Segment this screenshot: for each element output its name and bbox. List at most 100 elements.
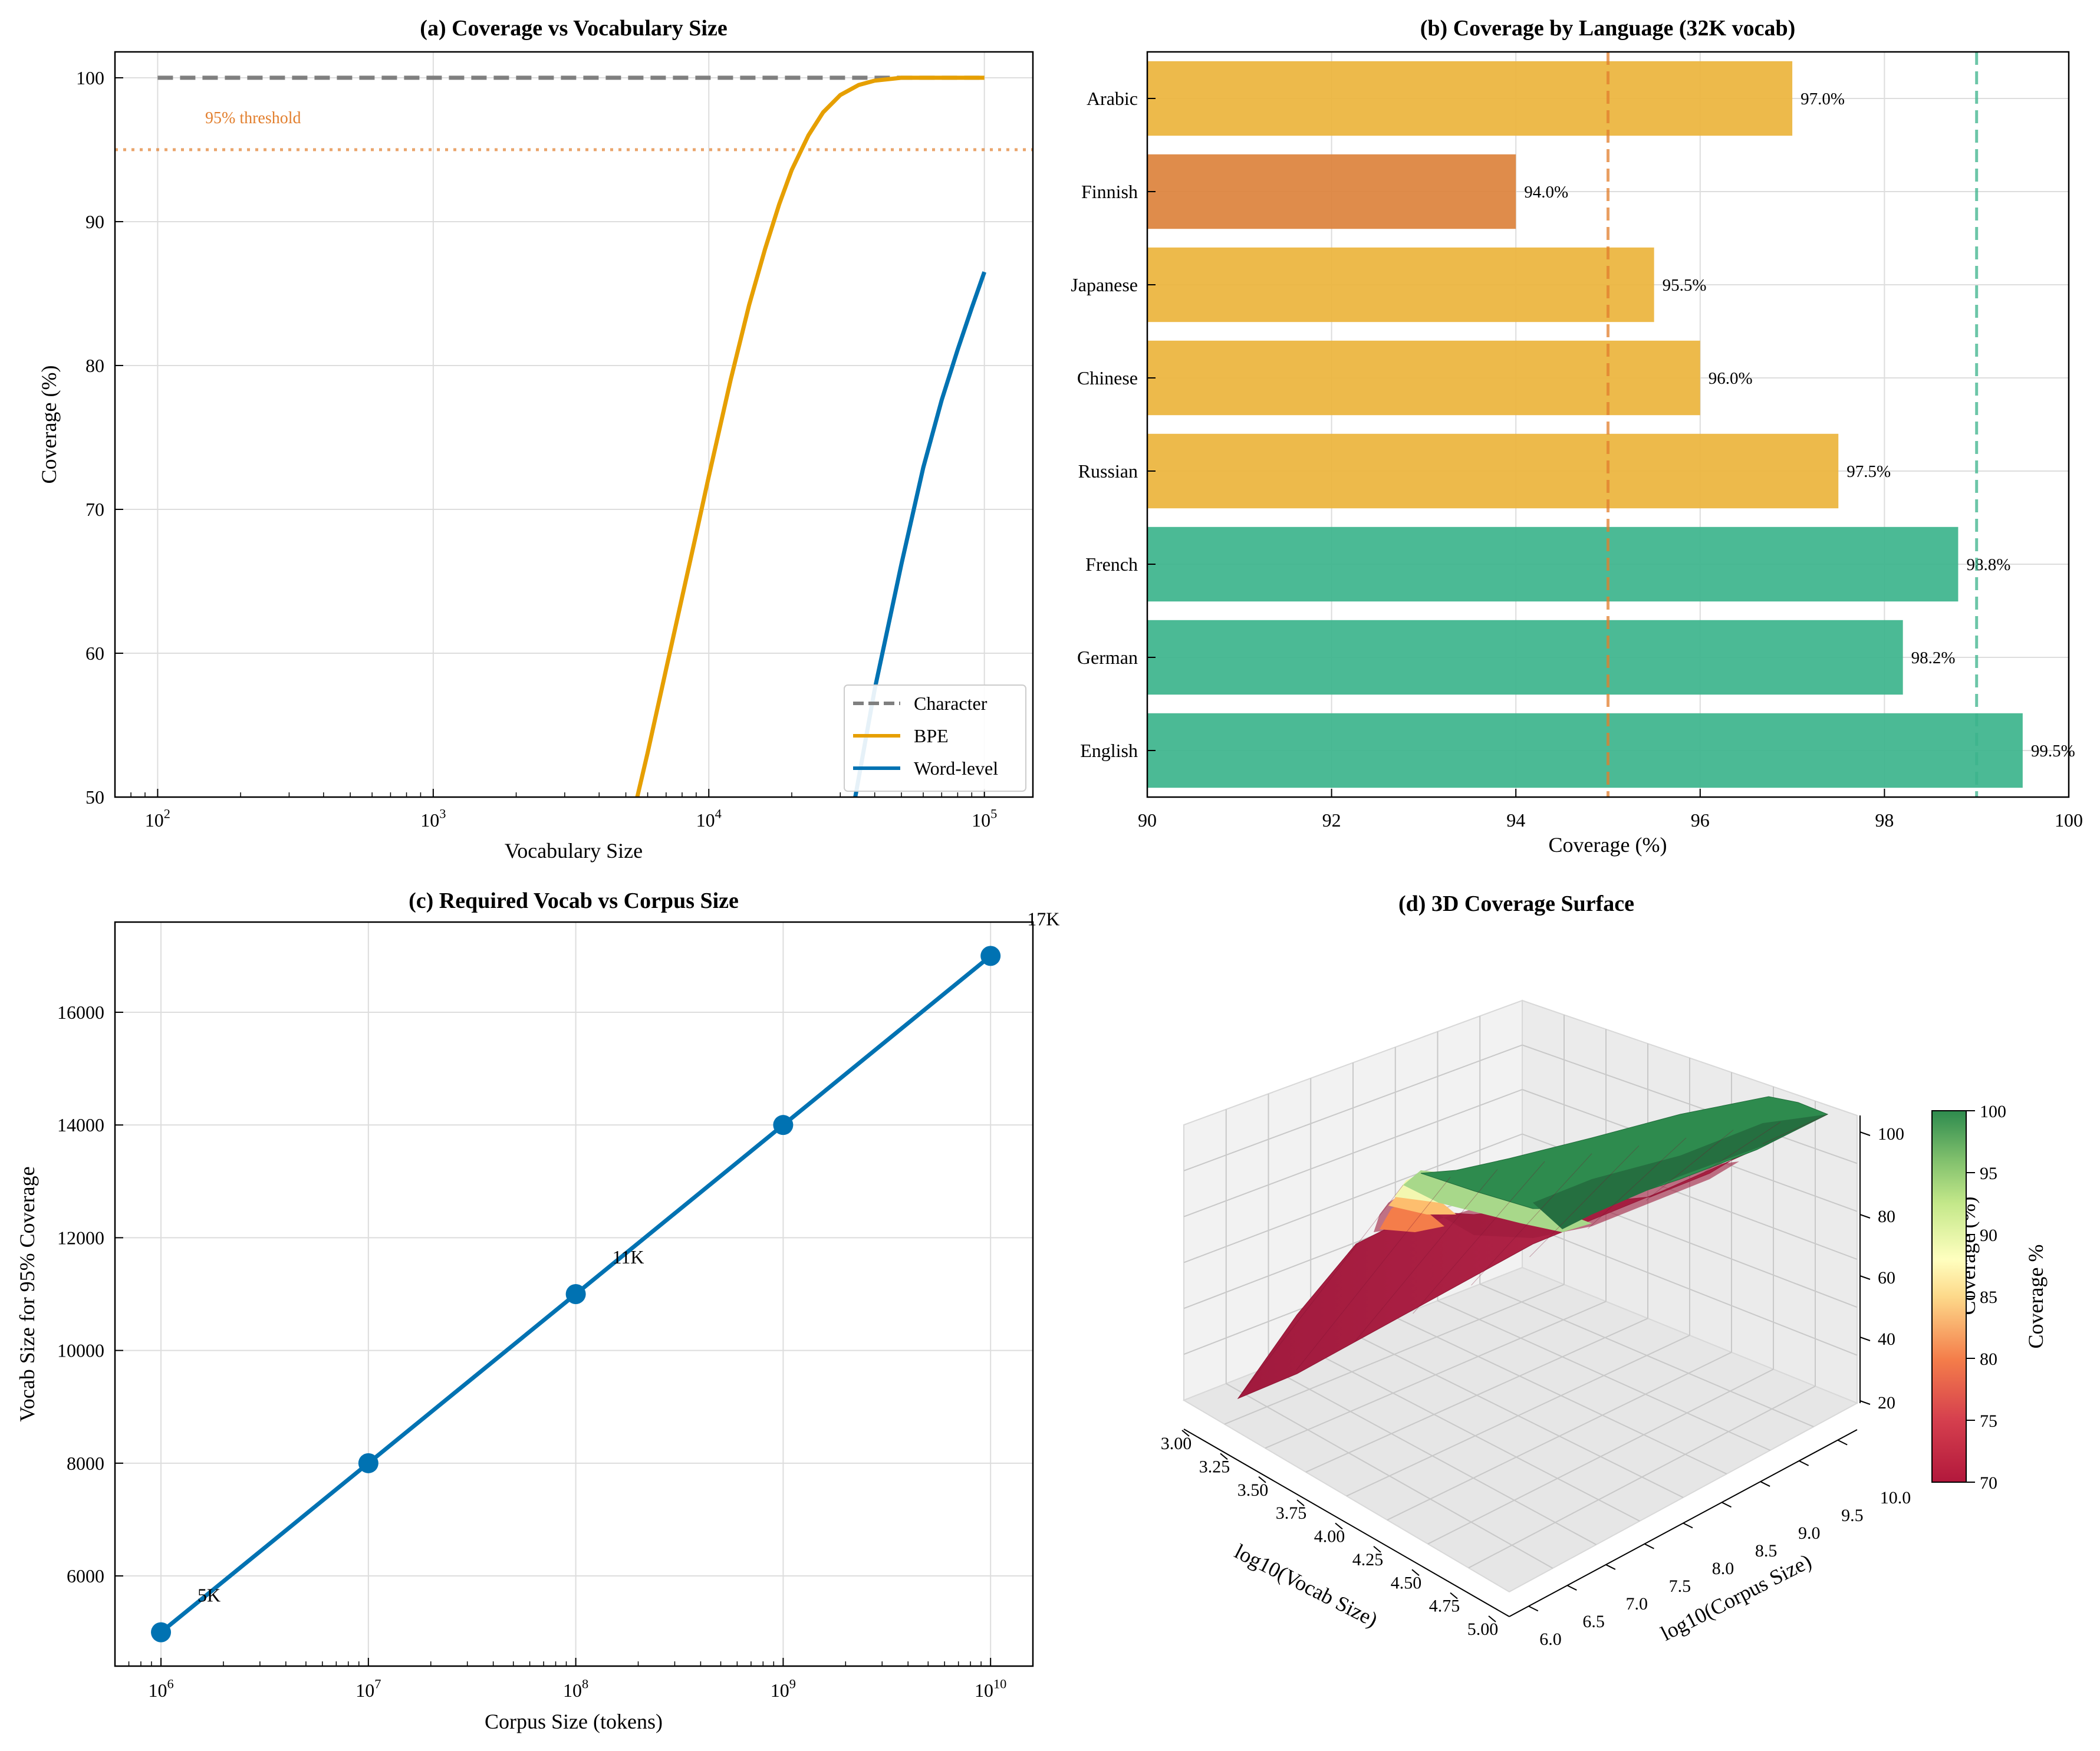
pane-gridline — [1522, 1222, 1858, 1356]
pane-gridline — [1522, 1044, 1858, 1164]
x-tick-mark — [1450, 1592, 1458, 1599]
colorbar-tick-label: 85 — [1980, 1288, 1997, 1307]
x-tick-label: 5.00 — [1467, 1620, 1499, 1639]
bar-russian — [1147, 433, 1839, 509]
x-axis-label: Corpus Size (tokens) — [485, 1710, 663, 1733]
wire-line — [1762, 1114, 1828, 1144]
x-tick-label: 3.75 — [1276, 1503, 1307, 1523]
colorbar-tick-label: 95 — [1980, 1164, 1997, 1183]
y-tick-label: 7.5 — [1669, 1576, 1691, 1596]
x-tick-label: 4.00 — [1314, 1527, 1345, 1546]
y-tick-label: 6.0 — [1539, 1630, 1562, 1649]
x-tick-label: 108 — [563, 1677, 588, 1701]
x-axis-line — [1183, 1429, 1510, 1617]
pane-gridline — [1183, 1089, 1523, 1217]
axis-ticks: 106 107 108 109 1010 6000 8000 10000 12000 14000 1… — [57, 1002, 1006, 1701]
x-axis-label: Coverage (%) — [1549, 833, 1667, 857]
wire-line — [1529, 1145, 1640, 1258]
bar-english — [1147, 713, 2023, 788]
legend-label-word-level: Word-level — [914, 758, 998, 779]
z-tick-label: 20 — [1878, 1393, 1895, 1413]
y-tick-label-japanese: Japanese — [1071, 274, 1138, 295]
z-tick-mark — [1859, 1400, 1871, 1405]
y-axis-label: log10(Corpus Size) — [1657, 1549, 1815, 1645]
floor-gridline — [1427, 1368, 1774, 1545]
threshold-label: 95% threshold — [205, 109, 301, 127]
z-tick-mark — [1859, 1131, 1871, 1136]
y-tick-mark — [1605, 1564, 1616, 1570]
y-tick-label: 9.5 — [1841, 1506, 1864, 1525]
bar-value-label-finnish: 94.0% — [1524, 183, 1568, 202]
y-tick-mark — [1566, 1585, 1577, 1591]
x-tick-label: 3.00 — [1161, 1434, 1192, 1453]
bar-chinese — [1147, 340, 1700, 416]
bar-value-label-japanese: 95.5% — [1663, 276, 1707, 295]
colorbar-tick-label: 90 — [1980, 1226, 1997, 1245]
x-tick-label: 109 — [771, 1677, 796, 1701]
y-tick-label: 16000 — [57, 1002, 104, 1023]
x-tick-label: 104 — [696, 807, 722, 831]
surface-lightgreen-band — [1403, 1170, 1592, 1232]
wire-line — [1587, 1137, 1687, 1229]
y-tick-label-german: German — [1077, 647, 1138, 668]
reference-lines — [1607, 52, 1979, 797]
x-tick-mark — [1181, 1430, 1190, 1437]
point-annotation: 5K — [198, 1585, 220, 1606]
y-tick-label: 6000 — [67, 1565, 104, 1587]
data-point — [773, 1115, 794, 1135]
y-tick-label: 8000 — [67, 1453, 104, 1474]
y-tick-mark — [1722, 1502, 1732, 1508]
x-tick-mark — [1258, 1476, 1266, 1483]
bar-japanese — [1147, 247, 1654, 322]
y-tick-label: 14000 — [57, 1114, 104, 1135]
x-tick-label: 105 — [972, 807, 997, 831]
y-tick-mark — [1837, 1439, 1848, 1446]
z-tick-label: 60 — [1878, 1268, 1895, 1288]
bar-value-label-french: 98.8% — [1966, 555, 2010, 574]
y-tick-label-french: French — [1085, 554, 1138, 575]
y-axis-label: Vocab Size for 95% Coverage — [15, 1166, 39, 1421]
y-axis-label: Coverage (%) — [37, 366, 61, 484]
pane-gridline — [1183, 1133, 1523, 1263]
x-tick-mark — [1335, 1522, 1343, 1530]
floor-gridline — [1387, 1351, 1732, 1521]
plot-frame — [1146, 51, 2070, 798]
plot-frame — [114, 921, 1034, 1667]
x-tick-label: 92 — [1322, 809, 1341, 831]
panel-required-vocab: 5K 11K 17K 106 107 108 109 1010 6000 8000 10000 12… — [15, 888, 1059, 1733]
y-tick-label: 7.0 — [1626, 1594, 1648, 1614]
y-tick-label-arabic: Arabic — [1087, 88, 1138, 109]
bar-value-label-german: 98.2% — [1911, 649, 1956, 667]
floor-gridline — [1352, 1333, 1684, 1498]
wire-line — [1704, 1121, 1781, 1173]
x-tick-label: 94 — [1506, 809, 1525, 831]
grid — [115, 922, 1033, 1666]
bar-value-label-chinese: 96.0% — [1709, 369, 1753, 388]
bar-group: 99.5% 98.2% 98.8% 97.5% 96.0% 95.5% 94.0% 97.0% — [1147, 61, 2075, 788]
x-tick-label: 4.75 — [1429, 1597, 1460, 1616]
x-tick-label: 102 — [145, 807, 170, 831]
colorbar-tick-label: 70 — [1980, 1473, 1997, 1493]
x-tick-mark — [1220, 1453, 1228, 1460]
colorbar-label: Coverage % — [2024, 1245, 2048, 1349]
x-tick-label: 4.25 — [1352, 1550, 1384, 1569]
series-line-word-level — [853, 271, 987, 798]
colorbar — [1931, 1110, 1967, 1483]
surface-orange-band — [1380, 1200, 1444, 1232]
z-tick-mark — [1859, 1214, 1871, 1219]
x-tick-label: 90 — [1138, 809, 1157, 831]
wire-line — [1237, 1184, 1404, 1399]
axis-ticks: 102 103 104 105 50 60 70 80 90 100 — [76, 67, 997, 831]
panel-3d-surface: (d) 3D Coverage Surface 3.00 3.25 3.50 3.75… — [1161, 891, 2048, 1649]
chart-title: (c) Required Vocab vs Corpus Size — [409, 888, 739, 913]
x-tick-label: 107 — [356, 1677, 381, 1701]
y-tick-mark — [1760, 1481, 1770, 1487]
data-point — [980, 946, 1001, 966]
series-group: 5K 11K 17K — [151, 908, 1059, 1643]
x-tick-label: 96 — [1691, 809, 1710, 831]
point-annotation: 11K — [613, 1246, 644, 1268]
data-point — [565, 1284, 586, 1304]
y-tick-label-finnish: Finnish — [1081, 181, 1138, 202]
floor-gridline — [1395, 1316, 1727, 1474]
